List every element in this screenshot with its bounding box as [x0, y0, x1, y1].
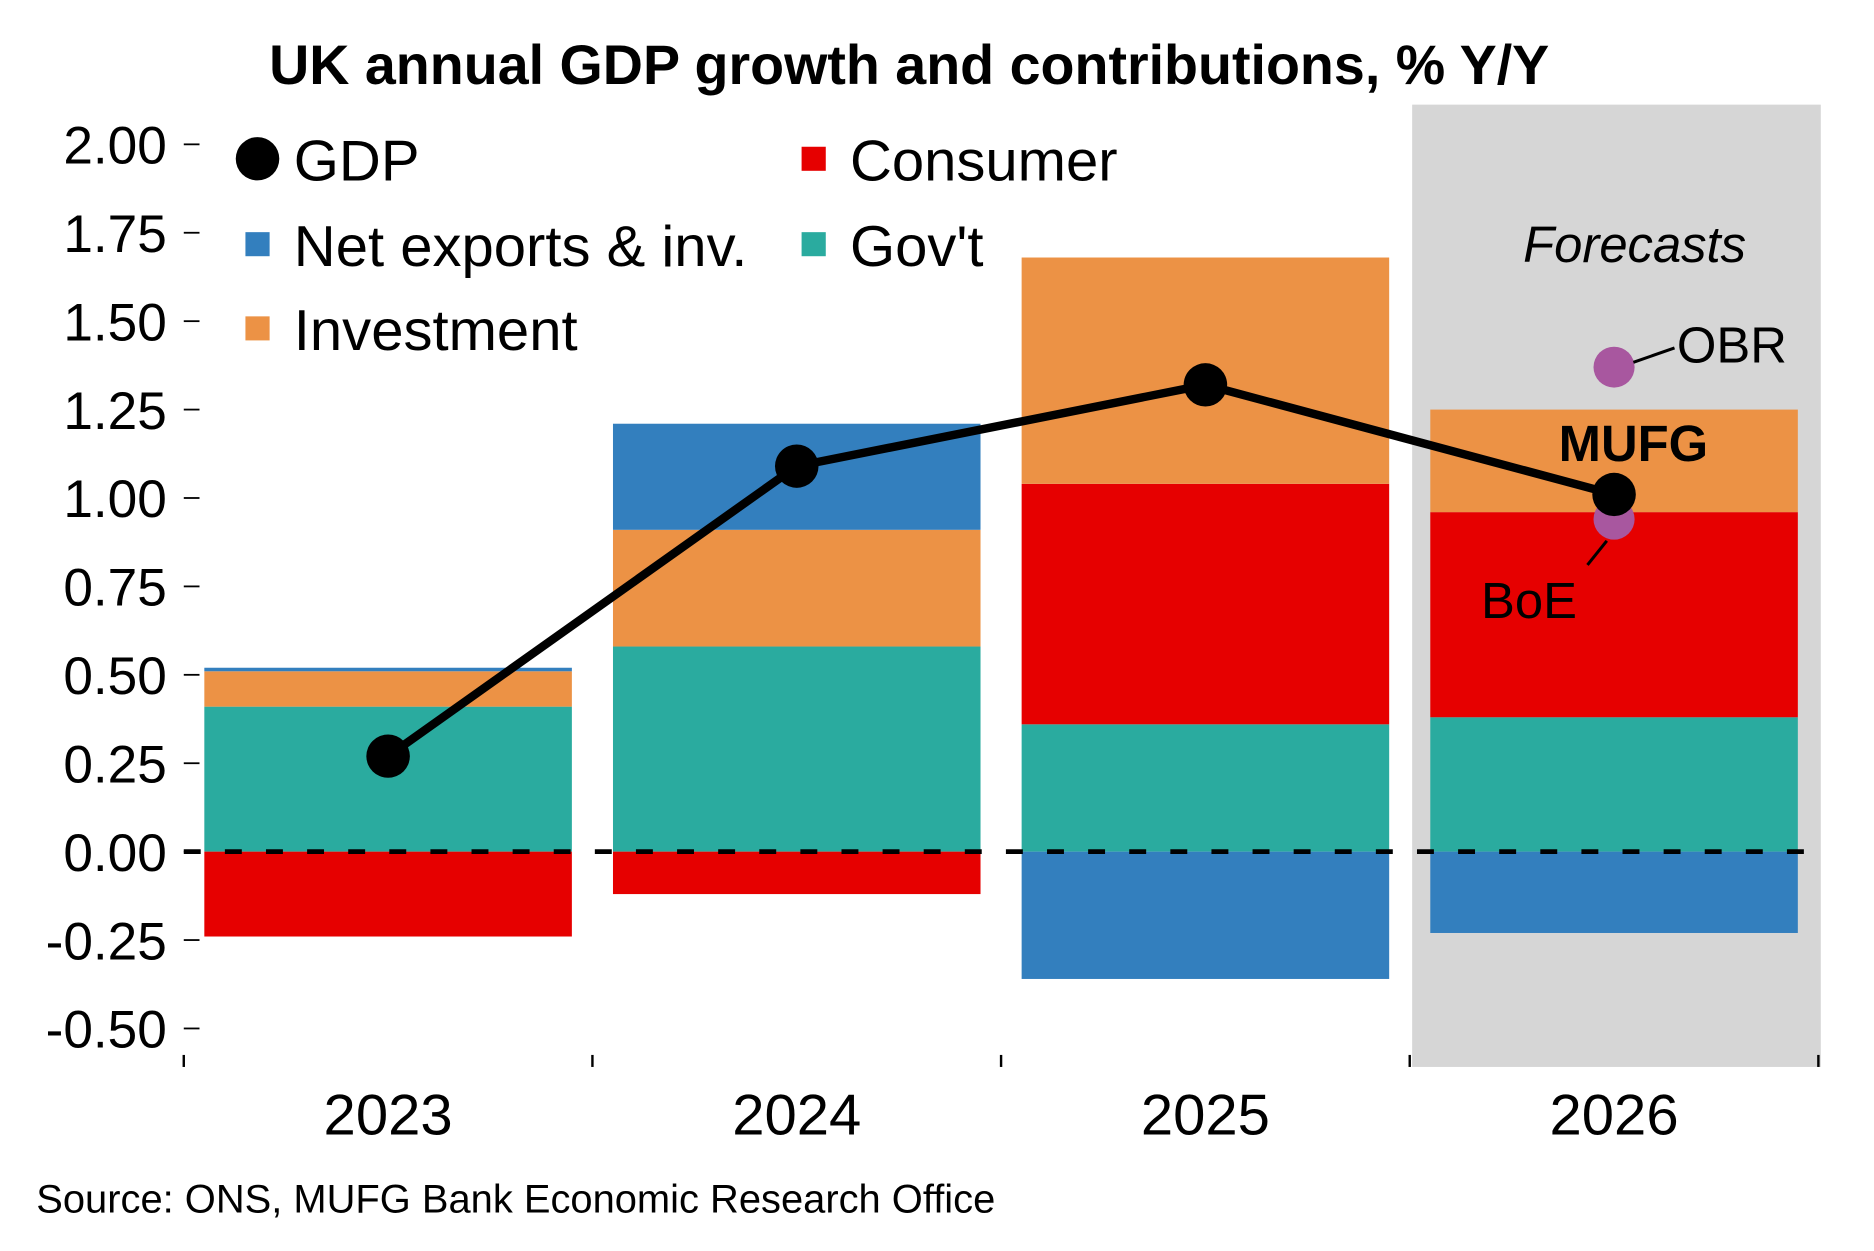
bar-investment-2023 — [204, 671, 572, 707]
gdp-point-2025 — [1183, 363, 1228, 407]
bar-gov-t-2025 — [1021, 724, 1390, 852]
boe-label: BoE — [1481, 572, 1577, 629]
legend-swatch-net-exports-inv- — [245, 232, 270, 257]
bar-gov-t-2024 — [612, 646, 981, 852]
boe-leader — [1586, 539, 1608, 566]
legend: GDP Consumer Net exports & inv. Gov't Invest… — [235, 130, 1118, 363]
bar-net-exports-inv--2026 — [1430, 851, 1798, 933]
y-tick-label: -0.50 — [46, 1001, 167, 1060]
y-tick-label: -0.25 — [46, 912, 167, 971]
x-tick-label: 2026 — [1550, 1083, 1679, 1147]
legend-swatch-investment — [245, 316, 270, 341]
legend-swatch-consumer — [801, 146, 826, 171]
gdp-point-2024 — [774, 444, 819, 488]
gdp-point-2026 — [1592, 472, 1636, 517]
legend-label-investment: Investment — [294, 299, 578, 363]
y-tick-label: 0.50 — [63, 647, 167, 706]
legend-label-gov-t: Gov't — [850, 215, 984, 279]
bar-consumer-2024 — [612, 851, 981, 895]
y-tick-label: 0.00 — [63, 824, 167, 883]
y-tick-label: 0.25 — [63, 736, 167, 795]
legend-label-gdp: GDP — [294, 130, 420, 194]
legend-label-net-exports-inv-: Net exports & inv. — [294, 215, 748, 279]
chart-title: UK annual GDP growth and contributions, … — [269, 34, 1549, 96]
y-tick-label: 1.75 — [63, 205, 167, 264]
x-tick-label: 2023 — [324, 1083, 453, 1147]
y-tick-label: 0.75 — [63, 559, 167, 618]
bar-investment-2024 — [612, 529, 981, 647]
bar-consumer-2025 — [1021, 483, 1390, 725]
y-tick-label: 1.00 — [63, 470, 167, 529]
bar-gov-t-2026 — [1430, 717, 1798, 852]
forecast-label: Forecasts — [1523, 216, 1746, 273]
source-note: Source: ONS, MUFG Bank Economic Research… — [36, 1178, 995, 1222]
obr-marker — [1593, 346, 1635, 388]
bar-gov-t-2023 — [204, 706, 572, 852]
bar-net-exports-inv--2023 — [204, 667, 572, 672]
y-tick-label: 2.00 — [63, 117, 167, 176]
x-tick-label: 2024 — [732, 1083, 861, 1147]
y-tick-label: 1.25 — [63, 382, 167, 441]
mufg-label: MUFG — [1559, 415, 1708, 472]
legend-swatch-gdp — [235, 137, 280, 181]
obr-leader — [1632, 346, 1676, 364]
gdp-point-2023 — [366, 734, 410, 778]
legend-label-consumer: Consumer — [850, 130, 1118, 194]
obr-label: OBR — [1677, 316, 1787, 373]
bar-consumer-2026 — [1430, 512, 1798, 718]
legend-swatch-gov-t — [801, 232, 826, 257]
y-tick-label: 1.50 — [63, 294, 167, 353]
gdp-line — [385, 380, 1616, 760]
x-tick-label: 2025 — [1141, 1083, 1270, 1147]
bar-net-exports-inv--2025 — [1021, 851, 1390, 979]
bar-consumer-2023 — [204, 851, 572, 937]
